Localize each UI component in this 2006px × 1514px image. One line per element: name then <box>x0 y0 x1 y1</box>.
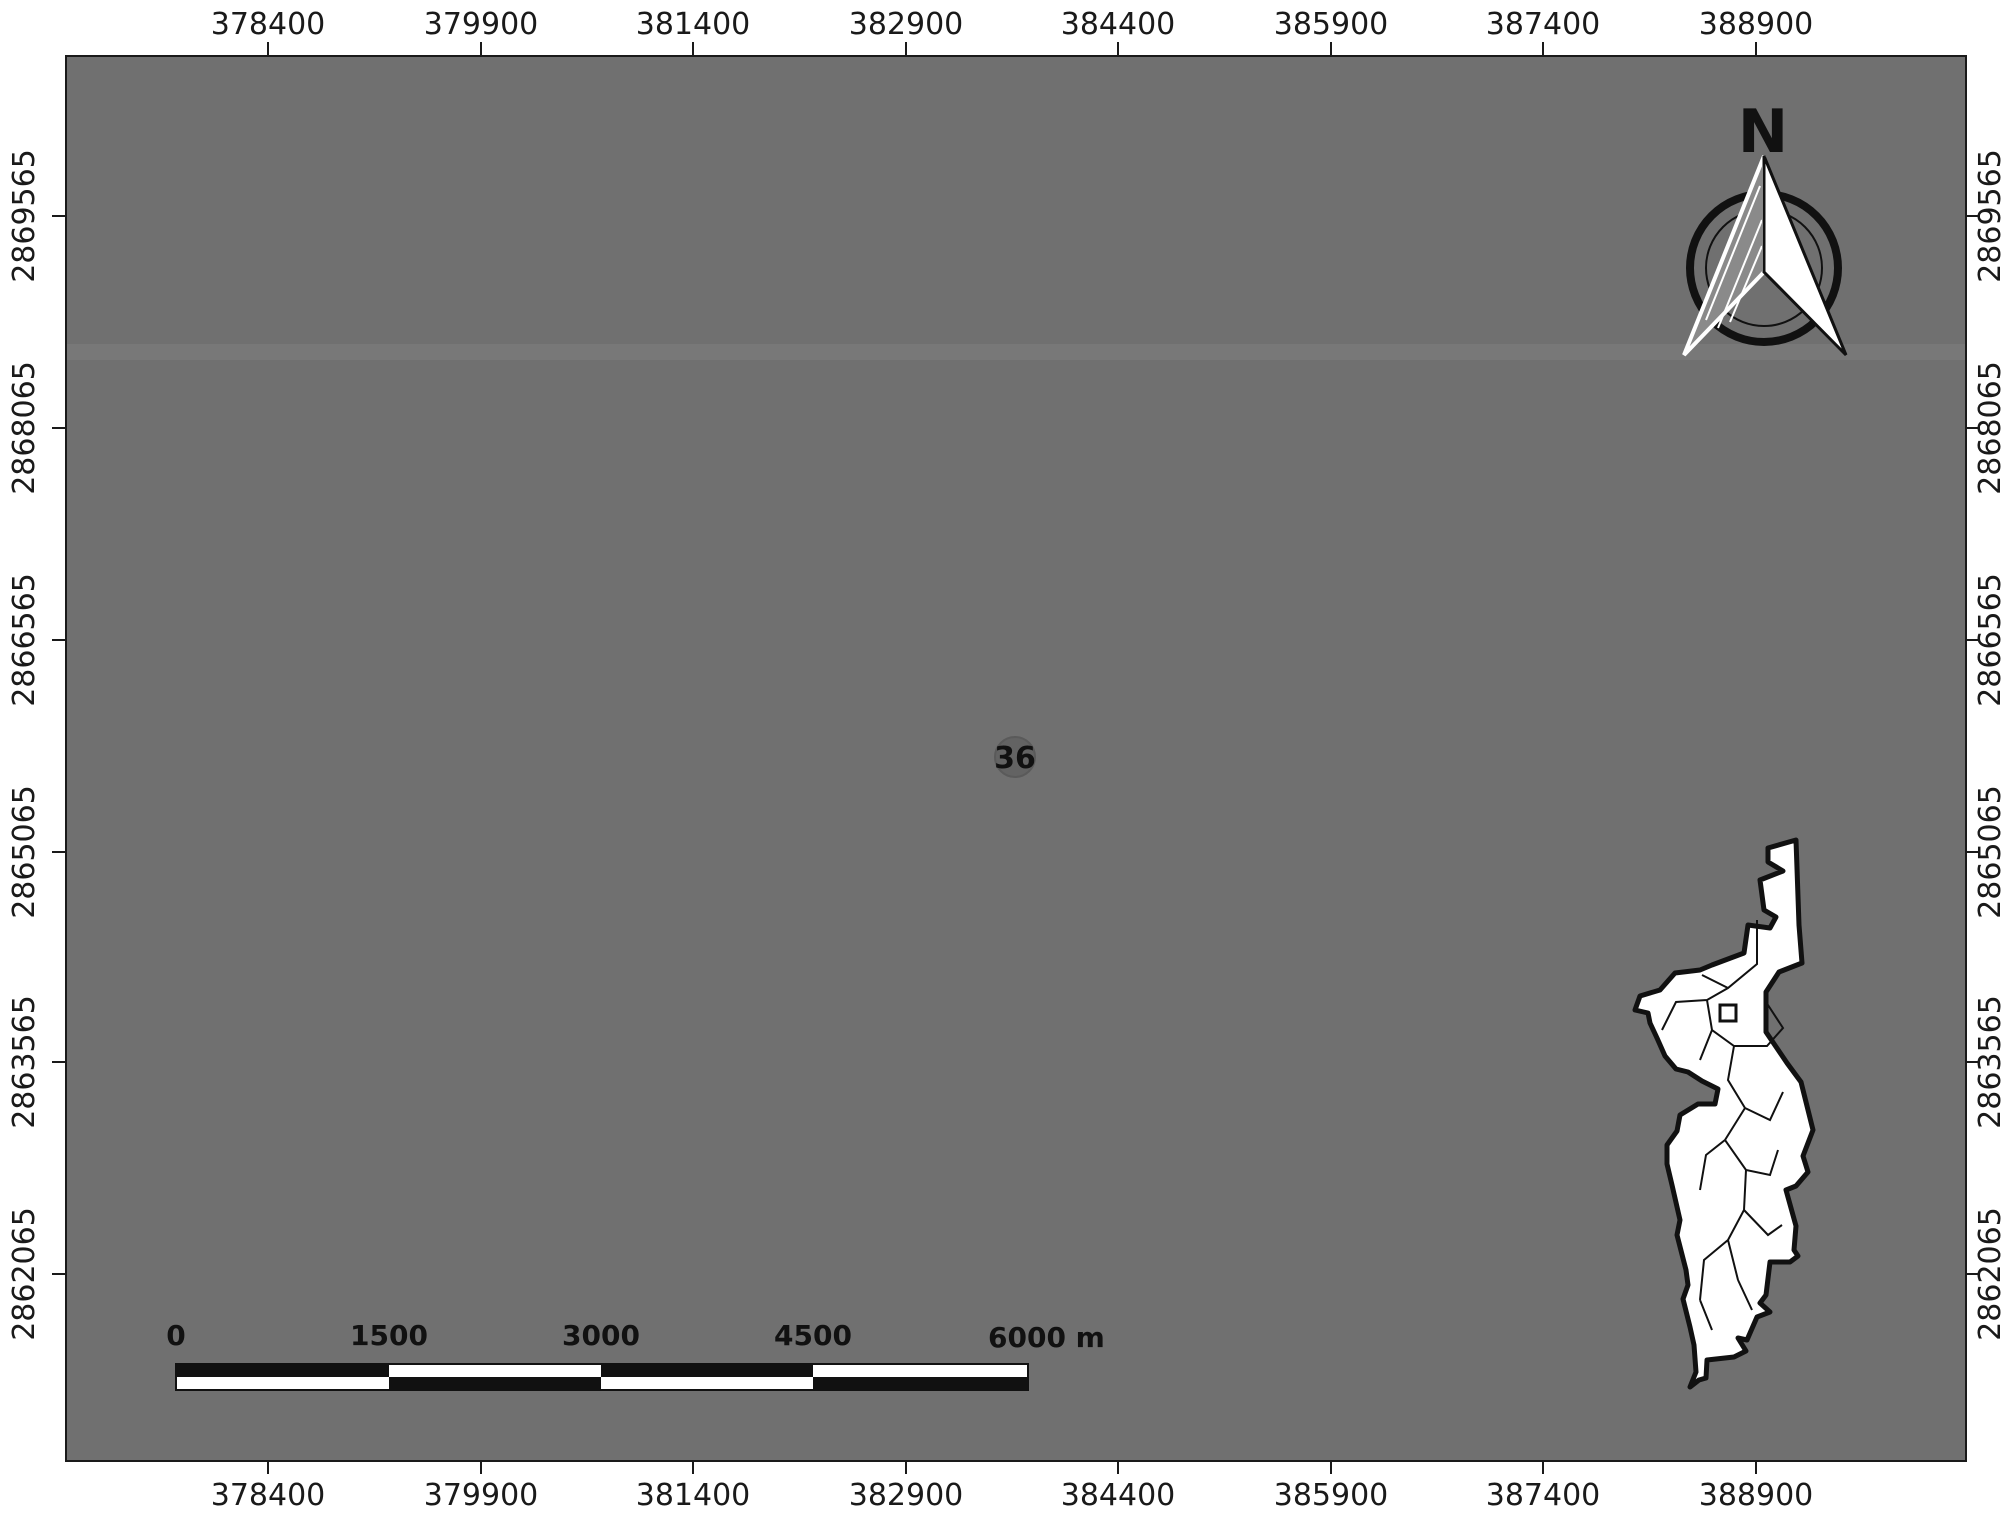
y-axis-right: 2869565 2868065 2866565 2865065 2863565 … <box>1966 149 2006 1341</box>
y-tick-left-label: 2868065 <box>7 361 42 495</box>
x-tick-bottom-label: 387400 <box>1486 1478 1601 1513</box>
x-tick-top-label: 385900 <box>1274 7 1389 42</box>
scale-label: 4500 <box>774 1319 852 1352</box>
scale-label: 6000 m <box>988 1321 1105 1354</box>
x-tick-top-label: 378400 <box>211 7 326 42</box>
y-axis-left: 2869565 2868065 2866565 2865065 2863565 … <box>7 149 66 1341</box>
feature-marker[interactable]: 36 <box>994 736 1036 778</box>
scale-label: 0 <box>166 1319 185 1352</box>
north-letter: N <box>1738 97 1788 167</box>
x-tick-bottom-label: 388900 <box>1699 1478 1814 1513</box>
x-tick-top-label: 381400 <box>636 7 751 42</box>
x-axis-bottom: 378400 379900 381400 382900 384400 38590… <box>211 1461 1814 1513</box>
y-tick-right-label: 2869565 <box>1973 149 2006 283</box>
x-tick-bottom-label: 385900 <box>1274 1478 1389 1513</box>
x-tick-bottom-label: 384400 <box>1061 1478 1176 1513</box>
scale-label: 1500 <box>350 1319 428 1352</box>
x-tick-top-label: 387400 <box>1486 7 1601 42</box>
scale-label: 3000 <box>562 1319 640 1352</box>
y-tick-left-label: 2869565 <box>7 149 42 283</box>
y-tick-left-label: 2862065 <box>7 1207 42 1341</box>
x-tick-top-label: 379900 <box>424 7 539 42</box>
y-tick-right-label: 2868065 <box>1973 361 2006 495</box>
north-arrow-icon: N <box>1682 97 1848 357</box>
x-tick-top-label: 384400 <box>1061 7 1176 42</box>
y-tick-right-label: 2863565 <box>1973 995 2006 1129</box>
y-tick-right-label: 2866565 <box>1973 573 2006 707</box>
x-tick-top-label: 388900 <box>1699 7 1814 42</box>
x-tick-top-label: 382900 <box>849 7 964 42</box>
y-tick-right-label: 2865065 <box>1973 785 2006 919</box>
feature-point-icon <box>994 736 1036 778</box>
y-tick-left-label: 2866565 <box>7 573 42 707</box>
scale-bar: 0 1500 3000 4500 6000 m <box>166 1319 1105 1391</box>
x-tick-bottom-label: 381400 <box>636 1478 751 1513</box>
map-scan-band <box>67 344 1965 360</box>
x-axis-top: 378400 379900 381400 382900 384400 38590… <box>211 7 1814 56</box>
x-tick-bottom-label: 378400 <box>211 1478 326 1513</box>
x-tick-bottom-label: 379900 <box>424 1478 539 1513</box>
inset-locator-map-icon <box>1632 837 1816 1390</box>
y-tick-right-label: 2862065 <box>1973 1207 2006 1341</box>
y-tick-left-label: 2865065 <box>7 785 42 919</box>
feature-label: 36 <box>994 741 1036 776</box>
y-tick-left-label: 2863565 <box>7 995 42 1129</box>
x-tick-bottom-label: 382900 <box>849 1478 964 1513</box>
